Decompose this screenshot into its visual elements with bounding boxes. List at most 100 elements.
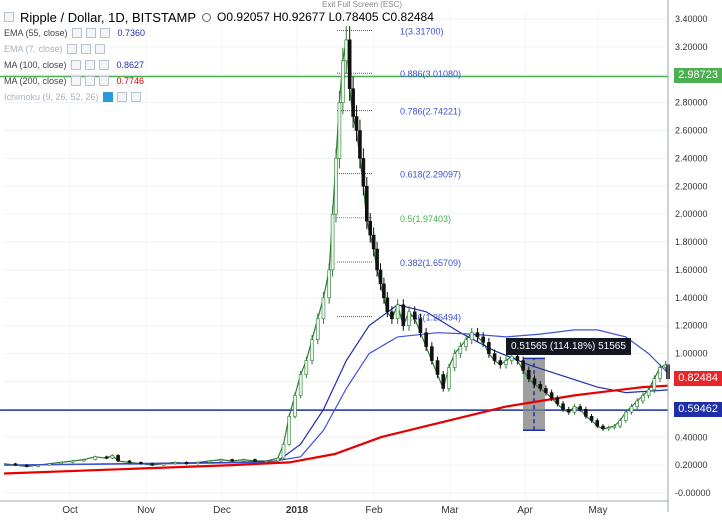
candle-body	[13, 463, 18, 466]
candle-body	[561, 403, 565, 410]
close-icon[interactable]	[98, 59, 109, 70]
candle-body	[464, 339, 468, 347]
candle-body	[407, 311, 411, 327]
candle-body	[418, 318, 423, 333]
candle-body	[401, 304, 406, 327]
candle-body	[435, 360, 440, 375]
candle-body	[59, 462, 63, 465]
indicator-ichimoku[interactable]: Ichimoku (9, 26, 52, 26)	[4, 90, 141, 103]
candle-body	[481, 336, 485, 343]
collapse-icon[interactable]	[4, 12, 14, 22]
eye-icon[interactable]	[70, 59, 81, 70]
y-tick-label: 2.20000	[675, 181, 708, 191]
settings-icon[interactable]	[85, 27, 96, 38]
eye-icon[interactable]	[102, 91, 113, 102]
y-tick-label: -0.00000	[675, 488, 711, 498]
indicator-name: MA (200, close)	[4, 75, 67, 86]
x-tick-label: Oct	[62, 505, 78, 516]
candle-body	[515, 356, 520, 361]
candle-body	[347, 39, 352, 89]
candle-body	[412, 311, 417, 320]
measure-label: 0.51565 (114.18%) 51565	[506, 338, 631, 355]
exit-fullscreen-hint[interactable]: Exit Full Screen (ESC)	[322, 0, 403, 9]
candle-body	[298, 374, 303, 396]
candle-body	[161, 463, 166, 466]
settings-icon[interactable]	[80, 43, 91, 54]
close-icon[interactable]	[130, 91, 141, 102]
candle-body	[469, 332, 474, 340]
candle-body	[341, 60, 345, 103]
price-tag-close: 0.82484	[674, 371, 722, 386]
candle-body	[578, 406, 582, 410]
eye-icon[interactable]	[71, 27, 82, 38]
series-ma-100	[3, 329, 669, 466]
x-tick-label: Mar	[441, 505, 459, 516]
x-tick-label: Apr	[517, 505, 533, 516]
series-group	[3, 26, 670, 475]
indicator-name: EMA (7, close)	[4, 43, 63, 54]
visibility-icon[interactable]	[202, 12, 212, 22]
fib-level-label: 0.5(1.97403)	[400, 214, 451, 224]
candle-body	[601, 425, 605, 430]
x-tick-label: Feb	[365, 505, 383, 516]
price-tag-green-line: 2.98723	[674, 68, 722, 83]
eye-icon[interactable]	[70, 75, 81, 86]
candle-body	[487, 342, 491, 354]
candle-body	[36, 464, 41, 467]
candle-body	[385, 297, 390, 313]
candle-body	[139, 462, 143, 465]
candle-body	[447, 367, 451, 389]
candle-body	[365, 185, 369, 222]
candle-body	[395, 304, 400, 320]
symbol-title: Ripple / Dollar, 1D, BITSTAMP	[20, 9, 197, 25]
close-icon[interactable]	[98, 75, 109, 86]
settings-icon[interactable]	[84, 59, 95, 70]
candle-body	[351, 88, 355, 117]
candle-body	[589, 416, 594, 421]
y-tick-label: 3.40000	[675, 14, 708, 24]
candle-body	[330, 213, 335, 271]
settings-icon[interactable]	[84, 75, 95, 86]
indicator-ema-7[interactable]: EMA (7, close)	[4, 42, 105, 55]
candle-body	[504, 360, 508, 366]
candle-body	[441, 374, 446, 389]
close-icon[interactable]	[94, 43, 105, 54]
eye-icon[interactable]	[66, 43, 77, 54]
candle-body	[344, 39, 349, 62]
fib-level-label: 0.786(2.74221)	[400, 107, 461, 117]
x-tick-label: Nov	[137, 505, 155, 516]
candle-body	[287, 416, 292, 445]
settings-icon[interactable]	[116, 91, 127, 102]
close-icon[interactable]	[99, 27, 110, 38]
candle-body	[276, 457, 280, 462]
candle-body	[629, 406, 634, 413]
indicator-ema-55[interactable]: EMA (55, close) 0.7360	[4, 26, 145, 39]
indicator-ma-100[interactable]: MA (100, close) 0.8627	[4, 58, 144, 71]
candle-body	[378, 269, 383, 285]
y-tick-label: 1.80000	[675, 237, 708, 247]
indicator-value: 0.8627	[116, 59, 145, 70]
y-tick-label: 2.80000	[675, 98, 708, 108]
fib-level-label: 0.382(1.65709)	[400, 258, 461, 268]
candle-body	[475, 332, 480, 338]
x-tick-label: 2018	[286, 505, 309, 516]
candle-body	[310, 339, 314, 361]
candle-body	[184, 462, 189, 465]
candle-body	[521, 360, 525, 371]
candle-body	[354, 116, 359, 131]
y-tick-label: 0.40000	[675, 432, 708, 442]
candle-body	[452, 353, 457, 368]
candle-body	[173, 462, 177, 465]
candle-body	[334, 158, 338, 215]
candle-body	[430, 346, 434, 361]
candle-body	[492, 353, 497, 361]
candle-body	[264, 460, 269, 463]
chart-header: Ripple / Dollar, 1D, BITSTAMP O0.92057 H…	[4, 8, 434, 26]
y-tick-label: 0.20000	[675, 460, 708, 470]
candle-body	[606, 427, 611, 430]
candle-body	[104, 456, 109, 459]
candle-body	[509, 356, 514, 361]
candle-body	[618, 420, 622, 427]
indicator-ma-200[interactable]: MA (200, close) 0.7746	[4, 74, 144, 87]
